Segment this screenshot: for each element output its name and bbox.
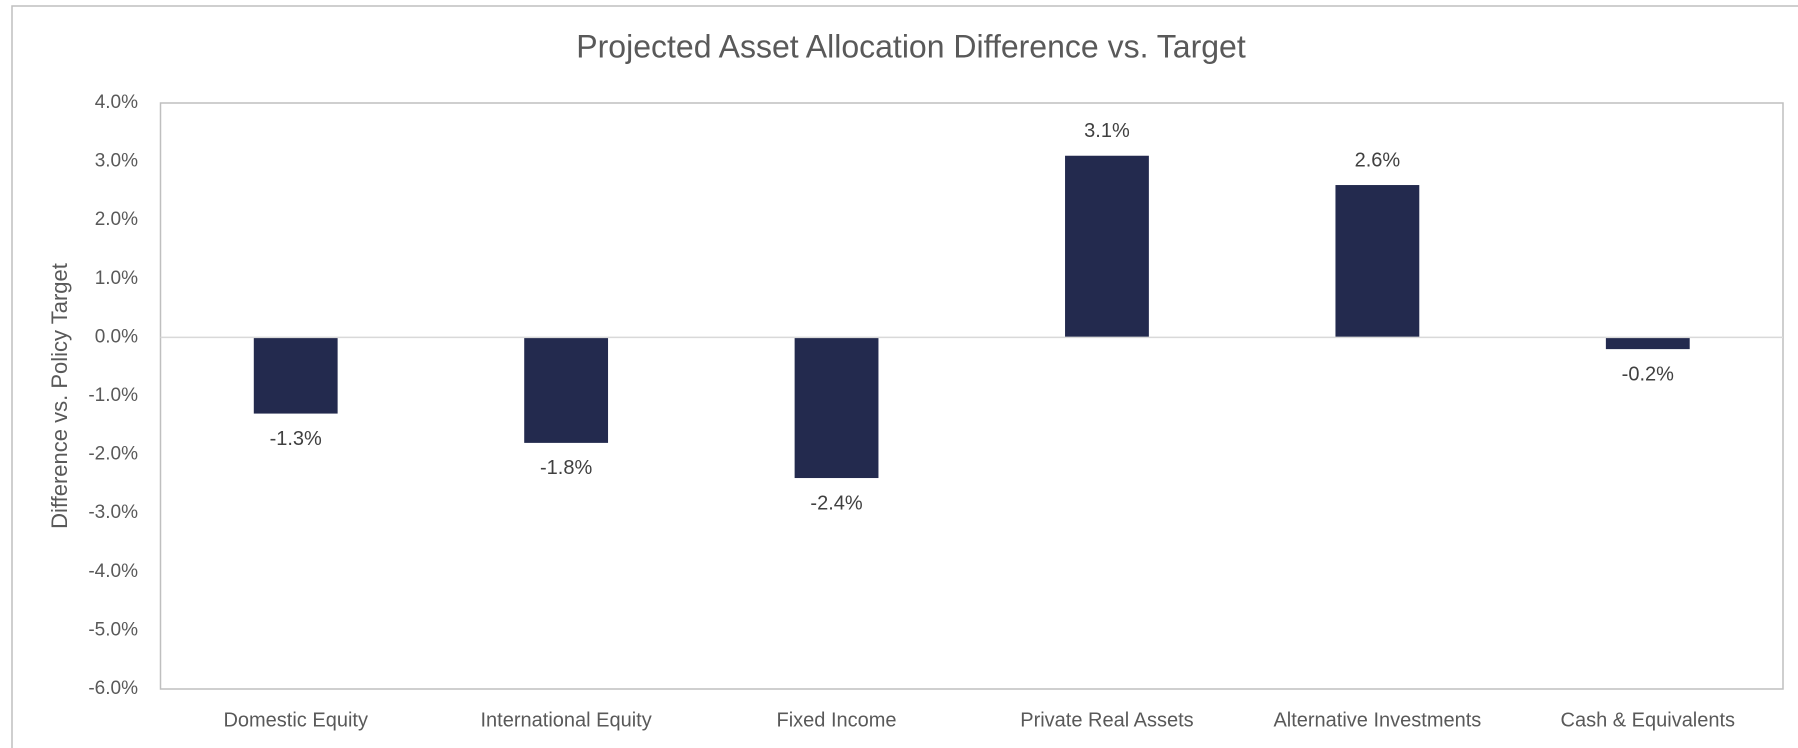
y-axis-label: Difference vs. Policy Target xyxy=(47,263,72,529)
chart-border xyxy=(11,5,1798,748)
chart-title: Projected Asset Allocation Difference vs… xyxy=(576,28,1246,64)
y-tick-label: 0.0% xyxy=(95,326,138,347)
y-tick-label: 4.0% xyxy=(95,92,138,113)
x-tick-label: Private Real Assets xyxy=(1020,709,1193,731)
bar xyxy=(1335,185,1420,338)
x-tick-label: Alternative Investments xyxy=(1273,709,1481,731)
bar xyxy=(794,337,879,479)
y-tick-label: -1.0% xyxy=(88,385,138,406)
bar xyxy=(524,337,609,443)
y-tick-label: 2.0% xyxy=(95,209,138,230)
bar xyxy=(1605,337,1690,350)
x-tick-label: International Equity xyxy=(481,709,652,731)
x-tick-label: Cash & Equivalents xyxy=(1561,709,1736,731)
y-tick-label: -6.0% xyxy=(88,678,138,699)
value-label: -2.4% xyxy=(810,492,862,514)
y-tick-label: -5.0% xyxy=(88,619,138,640)
bar xyxy=(253,337,338,414)
value-label: -0.2% xyxy=(1622,363,1674,385)
y-tick-label: -4.0% xyxy=(88,561,138,582)
y-tick-label: 3.0% xyxy=(95,151,138,172)
x-tick-label: Fixed Income xyxy=(777,709,897,731)
plot-border xyxy=(159,102,1784,690)
value-label: 2.6% xyxy=(1355,149,1401,171)
value-label: -1.3% xyxy=(270,428,322,450)
y-tick-label: 1.0% xyxy=(95,268,138,289)
value-label: 3.1% xyxy=(1084,120,1130,142)
y-tick-label: -3.0% xyxy=(88,502,138,523)
y-tick-label: -2.0% xyxy=(88,444,138,465)
x-tick-label: Domestic Equity xyxy=(223,709,368,731)
bar xyxy=(1065,155,1149,338)
value-label: -1.8% xyxy=(540,457,592,479)
